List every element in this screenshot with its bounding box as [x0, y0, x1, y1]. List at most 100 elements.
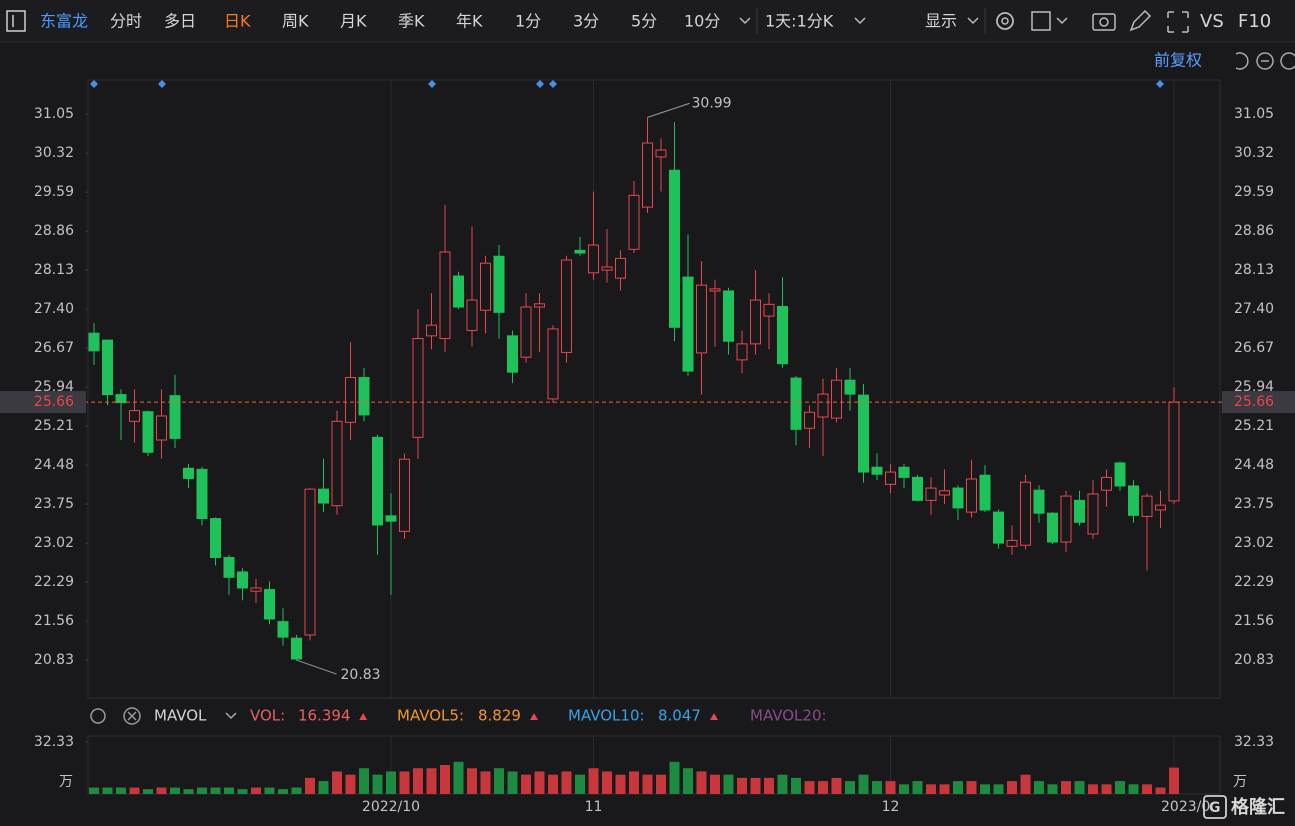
period-tab[interactable]: 1分 — [515, 12, 541, 31]
candle-body[interactable] — [898, 466, 910, 478]
candle-body[interactable] — [1006, 539, 1018, 547]
candle-body[interactable] — [844, 379, 856, 395]
period-tab[interactable]: 10分 — [684, 12, 720, 31]
candle-body[interactable] — [655, 149, 667, 158]
f10-button[interactable]: F10 — [1238, 11, 1271, 32]
zoom-out-icon[interactable] — [1256, 52, 1274, 70]
candle-body[interactable] — [439, 251, 451, 340]
candle-body[interactable] — [790, 377, 802, 430]
indicator-settings-icon[interactable] — [90, 708, 106, 724]
candle-body[interactable] — [1155, 504, 1166, 511]
candle-body[interactable] — [561, 259, 572, 353]
candle-body[interactable] — [196, 468, 208, 520]
candle-body[interactable] — [358, 377, 370, 416]
candle-body[interactable] — [1128, 485, 1139, 516]
candle-body[interactable] — [696, 284, 707, 354]
candle-body[interactable] — [979, 474, 991, 511]
period-tab[interactable]: 周K — [282, 12, 309, 31]
candle-body[interactable] — [1168, 401, 1180, 502]
candle-body[interactable] — [777, 305, 788, 365]
fullscreen-icon[interactable] — [1167, 11, 1189, 33]
candle-body[interactable] — [1047, 512, 1058, 543]
indicator-close-icon[interactable] — [123, 707, 141, 725]
candle-body[interactable] — [129, 410, 140, 422]
candle-body[interactable] — [412, 338, 424, 438]
candle-body[interactable] — [142, 411, 154, 453]
candle-body[interactable] — [385, 515, 397, 522]
candle-body[interactable] — [547, 328, 559, 400]
candle-body[interactable] — [534, 303, 545, 308]
vs-button[interactable]: VS — [1200, 11, 1224, 32]
candle-body[interactable] — [615, 257, 626, 279]
candle-body[interactable] — [183, 467, 194, 479]
event-marker[interactable] — [158, 80, 166, 88]
candle-body[interactable] — [88, 332, 100, 352]
candle-body[interactable] — [223, 557, 235, 578]
candle-body[interactable] — [925, 487, 937, 501]
draw-icon[interactable] — [1129, 9, 1152, 32]
candle-body[interactable] — [723, 290, 734, 342]
candle-body[interactable] — [682, 276, 694, 372]
candle-body[interactable] — [1101, 476, 1112, 491]
candle-body[interactable] — [709, 288, 721, 292]
candle-body[interactable] — [1033, 489, 1045, 514]
candle-body[interactable] — [831, 379, 842, 419]
zoom-in-icon[interactable] — [1280, 52, 1295, 70]
display-menu[interactable]: 显示 — [925, 12, 957, 31]
camera-icon[interactable] — [1092, 13, 1116, 31]
stock-name[interactable]: 东富龙 — [40, 12, 88, 31]
candle-body[interactable] — [952, 487, 964, 509]
candle-body[interactable] — [736, 343, 748, 361]
candle-body[interactable] — [426, 324, 437, 337]
event-marker[interactable] — [536, 80, 544, 88]
candle-body[interactable] — [480, 262, 491, 311]
candle-body[interactable] — [331, 420, 343, 507]
candle-body[interactable] — [1114, 462, 1126, 487]
dropdown-arrow[interactable] — [225, 712, 237, 720]
candle-body[interactable] — [750, 299, 761, 345]
candle-body[interactable] — [277, 621, 289, 638]
candle-body[interactable] — [250, 587, 262, 592]
candle-body[interactable] — [642, 142, 653, 208]
candle-body[interactable] — [210, 518, 221, 559]
candle-body[interactable] — [1074, 499, 1085, 523]
candle-body[interactable] — [169, 395, 181, 439]
event-marker[interactable] — [90, 80, 98, 88]
candle-body[interactable] — [318, 488, 329, 504]
undo-icon[interactable] — [1235, 52, 1249, 70]
candle-body[interactable] — [993, 511, 1004, 544]
candle-body[interactable] — [1087, 493, 1099, 535]
indicator-name[interactable]: MAVOL — [154, 707, 207, 725]
dropdown-arrow[interactable] — [854, 17, 866, 25]
period-tab[interactable]: 分时 — [110, 12, 142, 31]
candle-body[interactable] — [871, 466, 883, 475]
candle-body[interactable] — [115, 394, 127, 404]
period-tab[interactable]: 5分 — [631, 12, 657, 31]
candle-body[interactable] — [453, 275, 464, 308]
candle-body[interactable] — [1141, 495, 1153, 517]
candle-body[interactable] — [763, 303, 775, 317]
candle-body[interactable] — [1060, 495, 1072, 543]
candle-body[interactable] — [345, 377, 356, 423]
candle-body[interactable] — [399, 458, 410, 532]
period-tab[interactable]: 3分 — [573, 12, 599, 31]
candle-body[interactable] — [588, 244, 599, 274]
candle-body[interactable] — [507, 335, 518, 373]
interval-select[interactable]: 1天:1分K — [765, 12, 834, 31]
candle-body[interactable] — [520, 306, 532, 358]
event-marker[interactable] — [549, 80, 557, 88]
period-tab[interactable]: 月K — [340, 12, 367, 31]
dropdown-arrow[interactable] — [739, 17, 751, 25]
candle-body[interactable] — [804, 411, 815, 429]
candle-body[interactable] — [601, 266, 613, 271]
event-marker[interactable] — [428, 80, 436, 88]
candle-body[interactable] — [291, 637, 302, 660]
candle-body[interactable] — [372, 436, 383, 526]
period-tab[interactable]: 日K — [224, 12, 251, 31]
candle-body[interactable] — [939, 490, 950, 496]
candle-body[interactable] — [628, 194, 640, 250]
color-icon[interactable] — [1031, 11, 1051, 31]
period-tab[interactable]: 年K — [456, 12, 483, 31]
sidebar-icon[interactable] — [6, 10, 26, 32]
candle-body[interactable] — [466, 299, 478, 332]
